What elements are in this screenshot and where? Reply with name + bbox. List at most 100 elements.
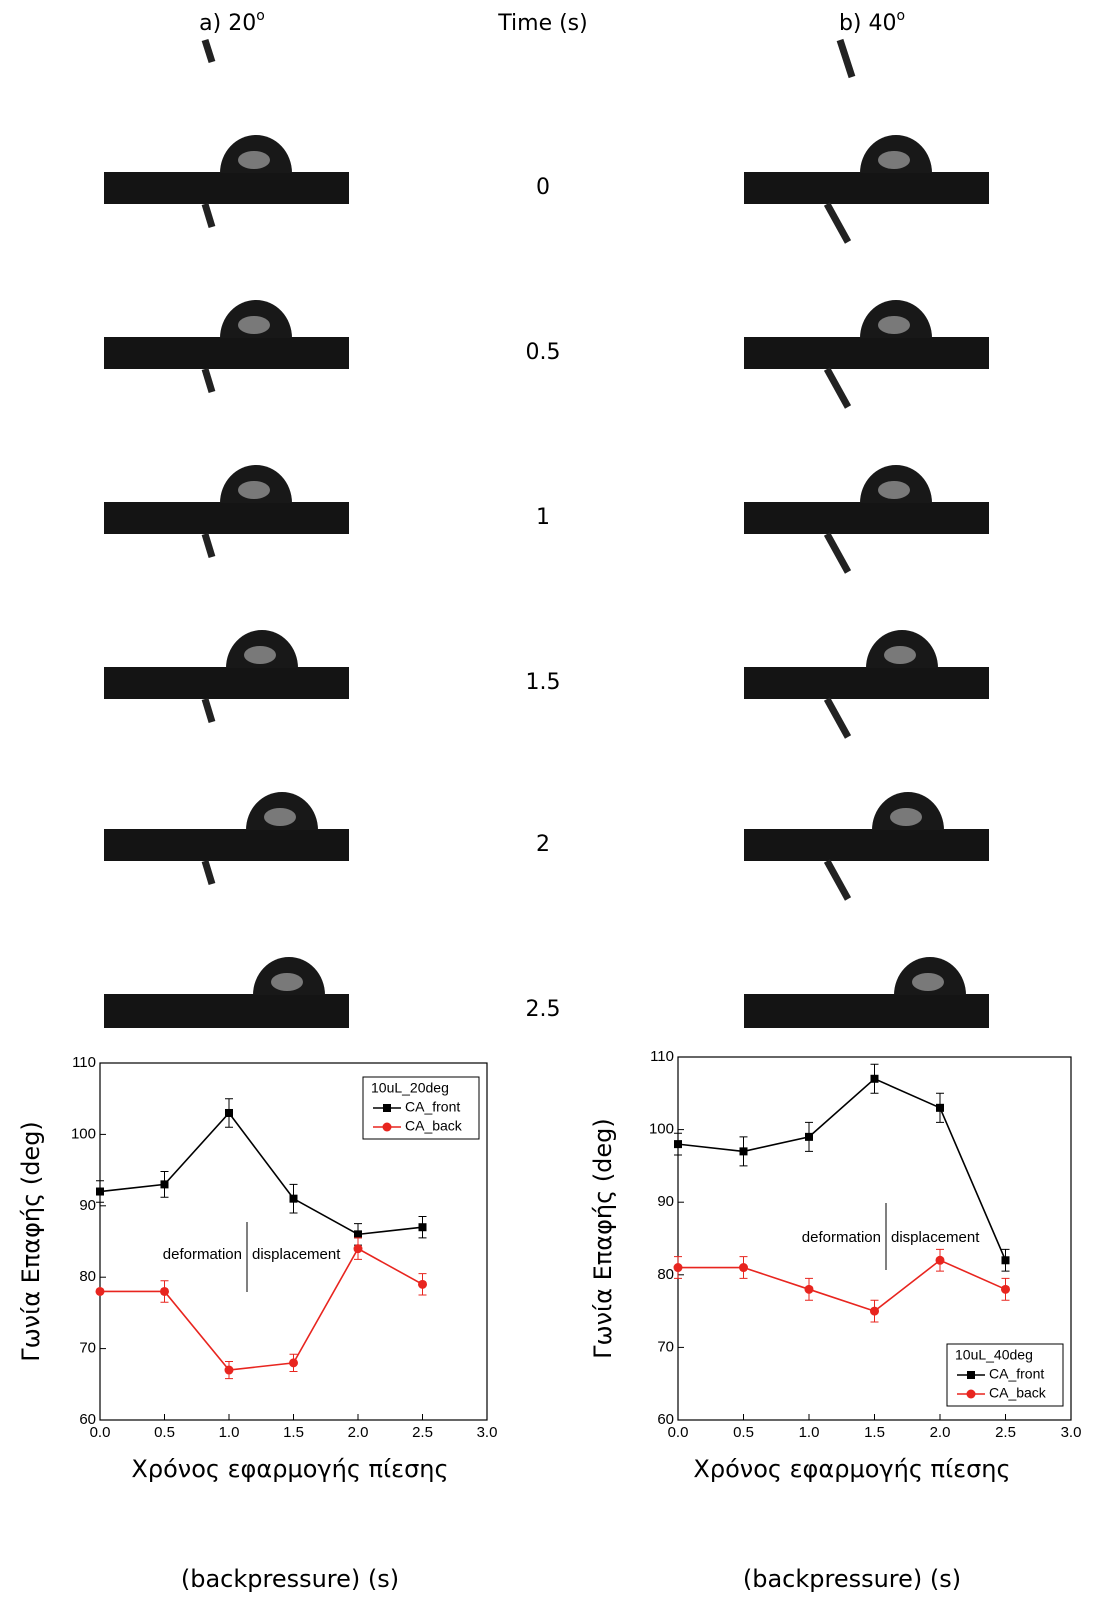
- series-line: [99, 1111, 423, 1236]
- droplet-highlight: [271, 973, 303, 991]
- x-tick-label: 0.0: [668, 1424, 689, 1441]
- series-line: [678, 1259, 1006, 1312]
- time-header: Time (s): [497, 11, 587, 36]
- x-axis-label: (backpressure) (s): [743, 1565, 961, 1593]
- legend-title: 10uL_40deg: [955, 1347, 1033, 1363]
- legend-label: CA_back: [405, 1118, 463, 1134]
- marker: [95, 1286, 105, 1296]
- droplet-highlight: [244, 646, 276, 664]
- substrate: [744, 994, 989, 1028]
- substrate: [744, 502, 989, 534]
- substrate: [104, 337, 349, 369]
- legend-label: CA_front: [405, 1099, 460, 1115]
- legend-title: 10uL_20deg: [371, 1080, 449, 1096]
- needle: [201, 38, 216, 64]
- droplet-highlight: [878, 481, 910, 499]
- y-tick-label: 70: [79, 1340, 96, 1357]
- x-axis-label: Χρόνος εφαρμογής πίεσης: [693, 1455, 1010, 1483]
- marker: [870, 1074, 879, 1083]
- y-tick-label: 80: [657, 1266, 674, 1283]
- y-tick-label: 100: [71, 1125, 96, 1142]
- needle: [201, 532, 216, 559]
- marker: [289, 1194, 298, 1203]
- annotation: deformation: [163, 1246, 242, 1263]
- marker: [354, 1230, 362, 1239]
- marker: [739, 1147, 748, 1156]
- x-tick-label: 3.0: [1061, 1424, 1082, 1441]
- substrate: [744, 337, 989, 369]
- annotation: displacement: [891, 1229, 980, 1246]
- substrate: [744, 667, 989, 699]
- substrate: [104, 502, 349, 534]
- time-label: 2.5: [526, 997, 561, 1022]
- y-tick-label: 60: [79, 1411, 96, 1428]
- time-label: 1.5: [526, 670, 561, 695]
- substrate: [744, 172, 989, 204]
- y-tick-label: 110: [72, 1054, 96, 1071]
- marker: [674, 1140, 682, 1149]
- time-label: 2: [536, 832, 550, 857]
- marker: [739, 1263, 748, 1273]
- marker: [870, 1306, 879, 1316]
- marker: [224, 1365, 234, 1375]
- marker: [1001, 1284, 1010, 1294]
- x-tick-label: 2.0: [930, 1424, 951, 1441]
- x-tick-label: 1.0: [219, 1424, 240, 1441]
- panel-a-sup: o: [256, 8, 265, 24]
- annotation: displacement: [252, 1246, 341, 1263]
- marker: [289, 1358, 298, 1368]
- y-axis-label: Γωνία Επαφής (deg): [589, 1118, 617, 1359]
- droplet-highlight: [238, 316, 270, 334]
- droplet-highlight: [878, 316, 910, 334]
- substrate: [744, 829, 989, 861]
- x-tick-label: 2.5: [412, 1424, 433, 1441]
- y-tick-label: 60: [657, 1411, 674, 1428]
- legend-marker: [966, 1389, 976, 1399]
- y-tick-label: 110: [650, 1048, 674, 1065]
- needle: [201, 367, 216, 394]
- legend-label: CA_front: [989, 1366, 1044, 1382]
- marker: [936, 1103, 944, 1112]
- y-tick-label: 80: [79, 1268, 96, 1285]
- needle: [201, 202, 216, 229]
- needle: [823, 532, 852, 574]
- substrate: [104, 172, 349, 204]
- y-tick-label: 90: [79, 1197, 96, 1214]
- marker: [1001, 1256, 1010, 1265]
- legend-marker: [382, 1122, 392, 1132]
- x-tick-label: 2.0: [348, 1424, 369, 1441]
- substrate: [104, 994, 349, 1028]
- marker: [935, 1255, 945, 1265]
- time-label: 0: [536, 175, 550, 200]
- y-axis-label: Γωνία Επαφής (deg): [17, 1121, 45, 1362]
- marker: [805, 1132, 813, 1141]
- panel-b-title: b) 40o: [839, 8, 905, 36]
- droplet-highlight: [890, 808, 922, 826]
- series-line: [100, 1247, 423, 1371]
- droplet-highlight: [878, 151, 910, 169]
- needle: [823, 697, 852, 739]
- x-tick-label: 1.0: [799, 1424, 820, 1441]
- marker: [160, 1286, 169, 1296]
- marker: [96, 1187, 104, 1196]
- x-tick-label: 3.0: [477, 1424, 498, 1441]
- x-tick-label: 0.5: [154, 1424, 175, 1441]
- needle: [201, 697, 216, 724]
- marker: [673, 1263, 683, 1273]
- y-tick-label: 70: [657, 1338, 674, 1355]
- time-label: 1: [536, 505, 550, 530]
- panel-b-label: b) 40: [839, 11, 897, 36]
- time-label: 0.5: [526, 340, 561, 365]
- x-tick-label: 1.5: [864, 1424, 885, 1441]
- marker: [418, 1279, 427, 1289]
- annotation: deformation: [802, 1229, 881, 1246]
- panel-a-title: a) 20o: [199, 8, 265, 36]
- needle: [823, 367, 852, 409]
- panel-a-label: a) 20: [199, 11, 256, 36]
- y-tick-label: 100: [649, 1121, 674, 1138]
- legend-marker: [967, 1371, 975, 1379]
- droplet-highlight: [264, 808, 296, 826]
- needle: [823, 859, 852, 901]
- needle: [836, 38, 856, 79]
